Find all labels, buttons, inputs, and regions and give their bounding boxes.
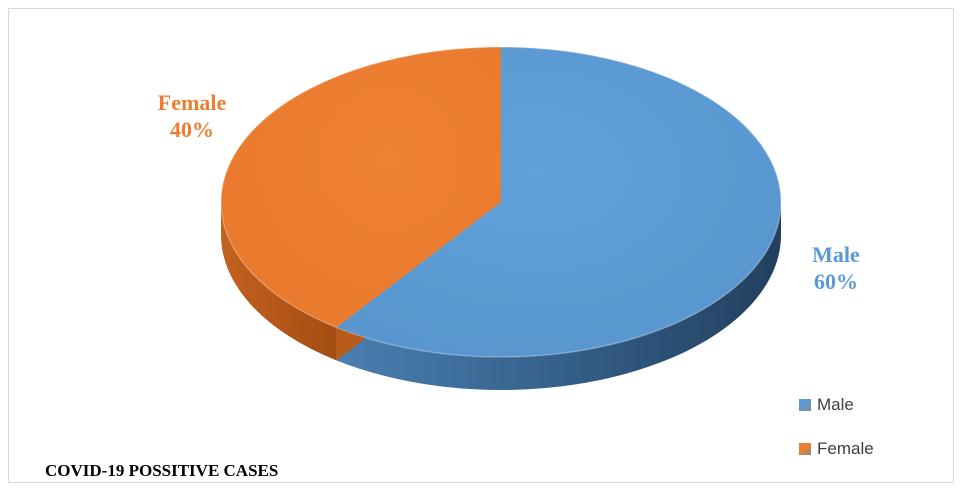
legend-label-female: Female bbox=[817, 439, 874, 458]
pie-slice-side-female bbox=[221, 202, 337, 361]
data-label-female-percent: 40% bbox=[170, 117, 214, 142]
data-label-female-name: Female bbox=[157, 90, 227, 115]
data-label-female: Female 40% bbox=[137, 89, 247, 143]
pie-slice-side-male bbox=[336, 202, 781, 390]
pie-chart bbox=[220, 46, 782, 390]
legend-item-female: Female bbox=[799, 438, 874, 460]
chart-frame: Female 40% Male 60% Male Female COVID-19… bbox=[8, 8, 954, 483]
data-label-male-name: Male bbox=[812, 242, 860, 267]
data-label-male-percent: 60% bbox=[814, 269, 858, 294]
legend-item-male: Male bbox=[799, 394, 874, 416]
legend-label-male: Male bbox=[817, 395, 854, 414]
chart-title: COVID-19 POSSITIVE CASES bbox=[45, 461, 279, 480]
legend: Male Female bbox=[799, 394, 874, 482]
pie-slice-female bbox=[221, 47, 501, 328]
pie-slice-male bbox=[336, 47, 781, 357]
pie-rim bbox=[220, 46, 782, 358]
legend-swatch-female bbox=[799, 443, 811, 455]
legend-swatch-male bbox=[799, 399, 811, 411]
data-label-male: Male 60% bbox=[781, 241, 891, 295]
